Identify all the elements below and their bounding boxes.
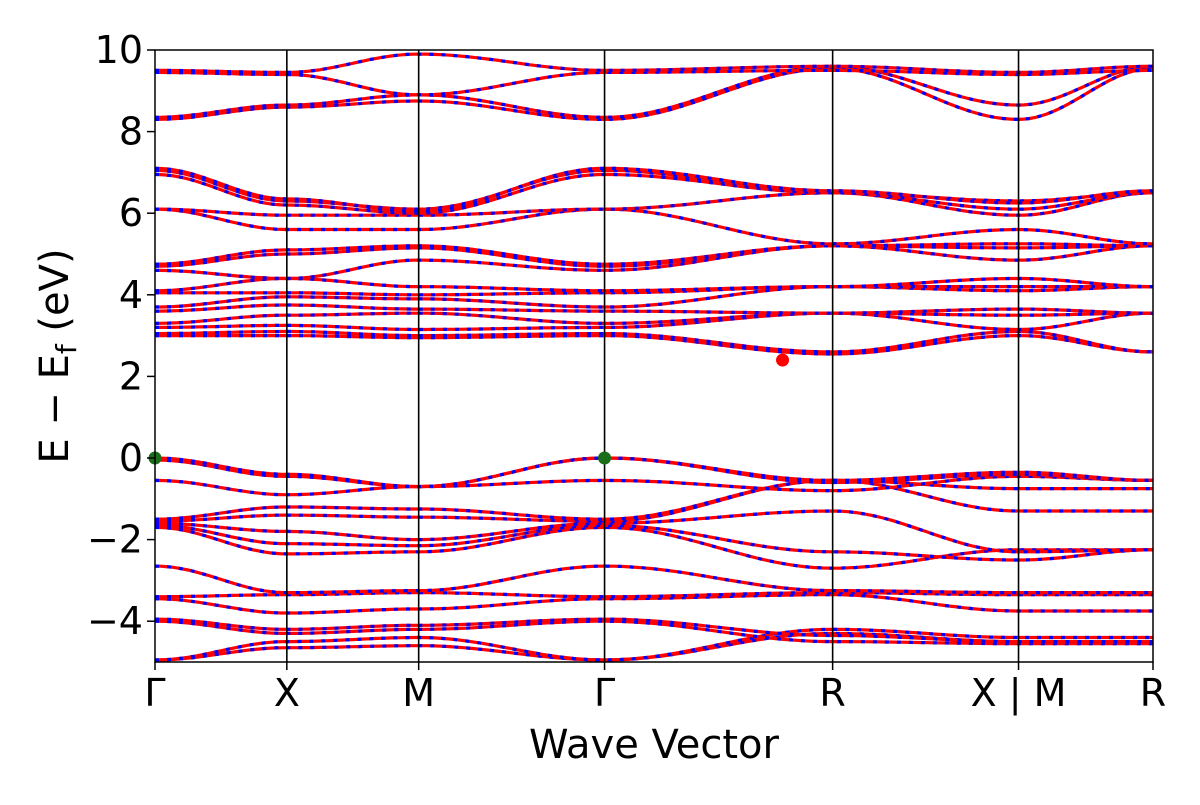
y-tick-label: 8 [119,110,143,154]
y-axis-ticks: −4 −2 0 2 4 6 8 10 [87,28,155,643]
high-symmetry-lines [286,50,1020,662]
y-axis-label-unit: (eV) [32,248,78,344]
x-tick-label: R [819,671,845,715]
y-tick-label: −2 [87,518,143,562]
y-axis-label-subscript: f [50,343,83,354]
y-tick-label: 2 [119,354,143,398]
x-tick-label: Γ [594,671,615,715]
conduction-band-minimum-marker [776,353,790,367]
x-tick-label: X [274,671,300,715]
y-tick-label: 10 [95,28,143,72]
x-tick-label: X | M [971,671,1067,716]
y-axis-label: E − Ef (eV) [32,248,83,463]
x-axis-ticks: Γ X M Γ R X | M R [144,662,1166,716]
y-tick-label: −4 [87,599,143,643]
plot-frame [154,49,1154,663]
x-tick-label: M [402,671,435,715]
x-tick-label: R [1140,671,1166,715]
band-edge-markers [148,353,790,465]
y-axis-label-main: E − E [32,354,78,464]
y-tick-label: 0 [119,436,143,480]
valence-band-maximum-2-marker [598,451,612,465]
y-tick-label: 4 [119,273,143,317]
y-tick-label: 6 [119,191,143,235]
x-tick-label: Γ [144,671,165,715]
x-axis-label: Wave Vector [529,722,780,768]
